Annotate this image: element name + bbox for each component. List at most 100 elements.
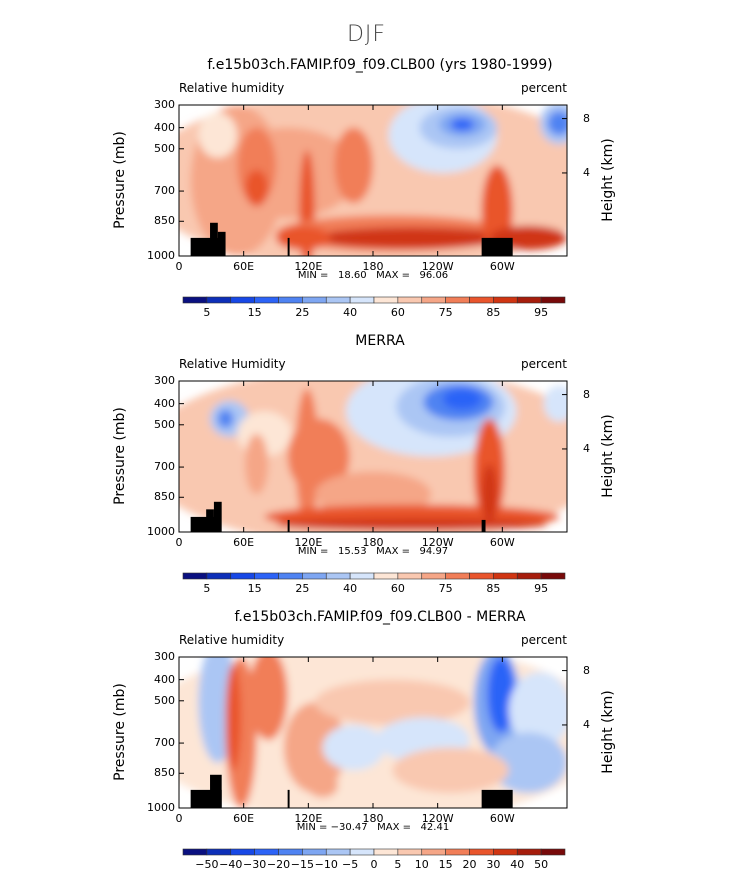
colorbar-label: 25 xyxy=(295,306,310,319)
colorbar-box xyxy=(540,572,566,580)
y-tick-right-label: 8 xyxy=(583,111,590,125)
colorbar-label: −50 xyxy=(195,858,219,871)
terrain-mask xyxy=(206,509,214,532)
terrain-mask xyxy=(213,501,222,532)
y-tick-label: 500 xyxy=(154,417,175,431)
colorbar-box xyxy=(540,296,566,304)
y-tick-right-label: 4 xyxy=(583,165,590,179)
y-axis-label-right: Height (km) xyxy=(600,689,616,774)
y-axis-label-right: Height (km) xyxy=(600,137,616,222)
colorbar-box xyxy=(493,296,518,304)
x-tick-label: 60E xyxy=(233,536,255,549)
colorbar-label: −40 xyxy=(219,858,243,871)
colorbar-label: 50 xyxy=(534,858,549,871)
field-blobs xyxy=(179,657,567,808)
x-tick-label: 60W xyxy=(489,260,515,273)
contour-region xyxy=(244,433,269,495)
y-tick-right-label: 8 xyxy=(583,387,590,401)
colorbar-label: 75 xyxy=(438,306,453,319)
y-tick-label: 300 xyxy=(154,98,175,111)
x-tick-label: 180 xyxy=(362,536,384,549)
x-tick-label: 0 xyxy=(175,260,183,273)
colorbar-box xyxy=(349,296,375,304)
y-tick-label: 400 xyxy=(154,672,175,686)
terrain-mask xyxy=(217,231,226,256)
panel-title: MERRA xyxy=(355,333,405,349)
contour-region xyxy=(314,227,509,249)
colorbar-box xyxy=(182,296,208,304)
x-tick-label: 120E xyxy=(294,536,323,549)
x-tick-label: 60W xyxy=(489,812,515,825)
contour-region xyxy=(322,724,385,771)
right-label: percent xyxy=(521,633,567,647)
colorbar-label: 5 xyxy=(203,582,211,595)
y-axis-label-right: Height (km) xyxy=(600,413,616,498)
colorbar-label: 25 xyxy=(295,582,310,595)
y-tick-label: 700 xyxy=(154,460,175,474)
y-axis-label: Pressure (mb) xyxy=(112,682,128,781)
contour-region xyxy=(287,418,350,495)
terrain-mask xyxy=(210,222,218,256)
terrain-mask xyxy=(481,789,513,808)
y-tick-label: 850 xyxy=(154,214,175,228)
y-tick-label: 700 xyxy=(154,184,175,198)
contour-region xyxy=(299,150,315,256)
x-tick-label: 180 xyxy=(362,260,384,273)
figure-title: DJF xyxy=(346,22,387,47)
min-max-label: MIN = 15.53 MAX = 94.97 xyxy=(297,546,449,557)
contour-region xyxy=(217,409,234,428)
terrain-mask xyxy=(287,789,290,808)
colorbar-label: 15 xyxy=(247,306,262,319)
y-tick-label: 500 xyxy=(154,693,175,707)
y-tick-label: 400 xyxy=(154,396,175,410)
y-tick-label: 1000 xyxy=(147,801,175,814)
contour-region xyxy=(543,385,567,422)
contour-region xyxy=(314,679,470,725)
contour-region xyxy=(283,702,346,793)
contour-region xyxy=(225,664,242,771)
colorbar-box xyxy=(397,296,423,304)
contour-region xyxy=(198,112,238,158)
x-tick-label: 120E xyxy=(294,260,323,273)
y-tick-label: 850 xyxy=(154,766,175,780)
terrain-mask xyxy=(287,519,290,532)
terrain-mask xyxy=(481,519,486,532)
field xyxy=(179,657,567,808)
min-max-label: MIN = 18.60 MAX = 96.06 xyxy=(297,270,449,281)
y-tick-right-label: 4 xyxy=(583,717,590,731)
x-tick-label: 120W xyxy=(421,536,454,549)
contour-region xyxy=(442,388,482,410)
panel-title: f.e15b03ch.FAMIP.f09_f09.CLB00 - MERRA xyxy=(234,609,526,625)
field xyxy=(179,105,567,256)
x-tick-label: 180 xyxy=(362,812,384,825)
colorbar-label: 15 xyxy=(438,858,453,871)
colorbar-label: 15 xyxy=(247,582,262,595)
y-axis-label: Pressure (mb) xyxy=(112,130,128,229)
colorbar-label: −30 xyxy=(243,858,267,871)
terrain-mask xyxy=(481,237,513,256)
colorbar-label: 95 xyxy=(534,582,549,595)
contour-region xyxy=(547,111,567,136)
x-tick-label: 0 xyxy=(175,812,183,825)
colorbar-label: 5 xyxy=(203,306,211,319)
panel-title: f.e15b03ch.FAMIP.f09_f09.CLB00 (yrs 1980… xyxy=(207,57,553,73)
colorbar-box xyxy=(421,296,446,304)
y-tick-label: 850 xyxy=(154,490,175,504)
colorbar-box xyxy=(516,296,542,304)
y-tick-label: 500 xyxy=(154,141,175,155)
colorbar-label: −10 xyxy=(314,858,338,871)
right-label: percent xyxy=(521,357,567,371)
y-tick-label: 700 xyxy=(154,736,175,750)
colorbar-label: −20 xyxy=(266,858,291,871)
contour-region xyxy=(508,672,567,748)
contour-region xyxy=(276,518,548,531)
field-blobs xyxy=(179,105,567,256)
colorbar-box xyxy=(540,848,566,856)
colorbar-label: 95 xyxy=(534,306,549,319)
field xyxy=(179,381,567,532)
y-tick-right-label: 4 xyxy=(583,441,590,455)
left-label: Relative humidity xyxy=(179,633,285,647)
colorbar-box xyxy=(278,296,303,304)
